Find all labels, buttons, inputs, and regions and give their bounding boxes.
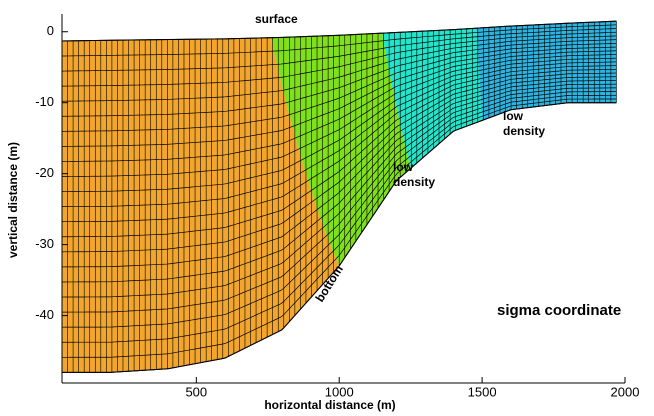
x-tick-label: 2000 bbox=[611, 384, 640, 399]
y-tick-label: -20 bbox=[35, 165, 54, 180]
y-axis-label: vertical distance (m) bbox=[6, 142, 20, 258]
annotation: low bbox=[393, 160, 414, 174]
x-tick-label: 1000 bbox=[325, 384, 354, 399]
annotation: sigma coordinate bbox=[497, 302, 621, 319]
x-axis-label: horizontal distance (m) bbox=[264, 398, 395, 412]
x-tick-label: 500 bbox=[185, 384, 207, 399]
bottom-line bbox=[62, 102, 617, 373]
annotation: density bbox=[503, 124, 545, 138]
annotation: surface bbox=[255, 12, 298, 26]
annotation: density bbox=[393, 175, 435, 189]
y-tick-label: -30 bbox=[35, 236, 54, 251]
mesh bbox=[61, 20, 617, 373]
y-tick-label: 0 bbox=[47, 23, 54, 38]
x-tick-label: 1500 bbox=[468, 384, 497, 399]
surface-line bbox=[61, 20, 617, 42]
annotation: low bbox=[503, 109, 524, 123]
y-tick-label: -40 bbox=[35, 307, 54, 322]
y-tick-label: -10 bbox=[35, 94, 54, 109]
